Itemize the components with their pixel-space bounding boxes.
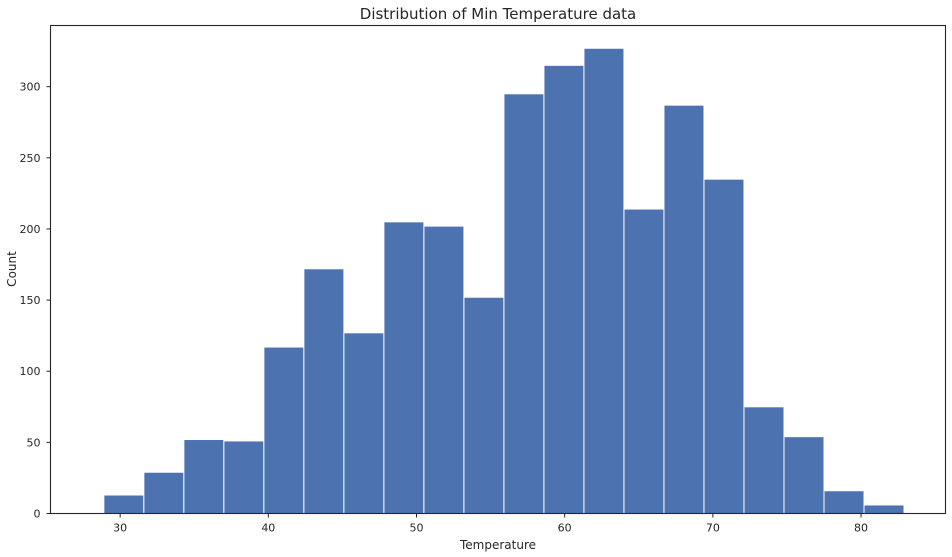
histogram-bar bbox=[383, 221, 425, 514]
x-tick-label: 40 bbox=[261, 522, 275, 535]
histogram-bar bbox=[263, 346, 305, 515]
x-tick-label: 80 bbox=[854, 522, 868, 535]
histogram-bar bbox=[183, 439, 225, 514]
histogram-bar bbox=[823, 490, 865, 514]
histogram-bar bbox=[223, 440, 265, 515]
y-tick-label: 50 bbox=[27, 436, 41, 449]
x-tick-label: 60 bbox=[558, 522, 572, 535]
y-tick-label: 250 bbox=[20, 152, 41, 165]
y-tick-label: 100 bbox=[20, 365, 41, 378]
chart-title: Distribution of Min Temperature data bbox=[360, 5, 636, 23]
y-tick-label: 0 bbox=[34, 508, 41, 521]
histogram-bar bbox=[463, 296, 505, 514]
y-axis-ticks: 0 50 100 150 200 250 300 bbox=[20, 81, 51, 521]
histogram-bar bbox=[583, 47, 625, 514]
bars-group bbox=[103, 47, 905, 515]
x-tick-label: 30 bbox=[113, 522, 127, 535]
histogram-bar bbox=[143, 471, 185, 515]
histogram-bar bbox=[783, 436, 825, 514]
histogram-bar bbox=[703, 178, 745, 514]
y-tick-label: 200 bbox=[20, 223, 41, 236]
histogram-bar bbox=[303, 268, 345, 514]
y-axis-label: Count bbox=[5, 251, 19, 287]
histogram-bar bbox=[343, 332, 385, 514]
histogram-bar bbox=[663, 104, 705, 515]
x-axis-ticks: 30 40 50 60 70 80 bbox=[113, 513, 868, 535]
histogram-bar bbox=[543, 64, 585, 514]
x-tick-label: 50 bbox=[410, 522, 424, 535]
histogram-bar bbox=[623, 208, 665, 514]
x-axis-label: Temperature bbox=[459, 538, 536, 552]
histogram-bar bbox=[743, 406, 785, 514]
histogram-bar bbox=[423, 225, 465, 514]
histogram-bar bbox=[503, 93, 545, 515]
histogram-bar bbox=[103, 494, 145, 514]
y-tick-label: 300 bbox=[20, 81, 41, 94]
plot-frame bbox=[49, 24, 947, 515]
y-tick-label: 150 bbox=[20, 294, 41, 307]
x-tick-label: 70 bbox=[706, 522, 720, 535]
histogram-bar bbox=[863, 504, 905, 515]
